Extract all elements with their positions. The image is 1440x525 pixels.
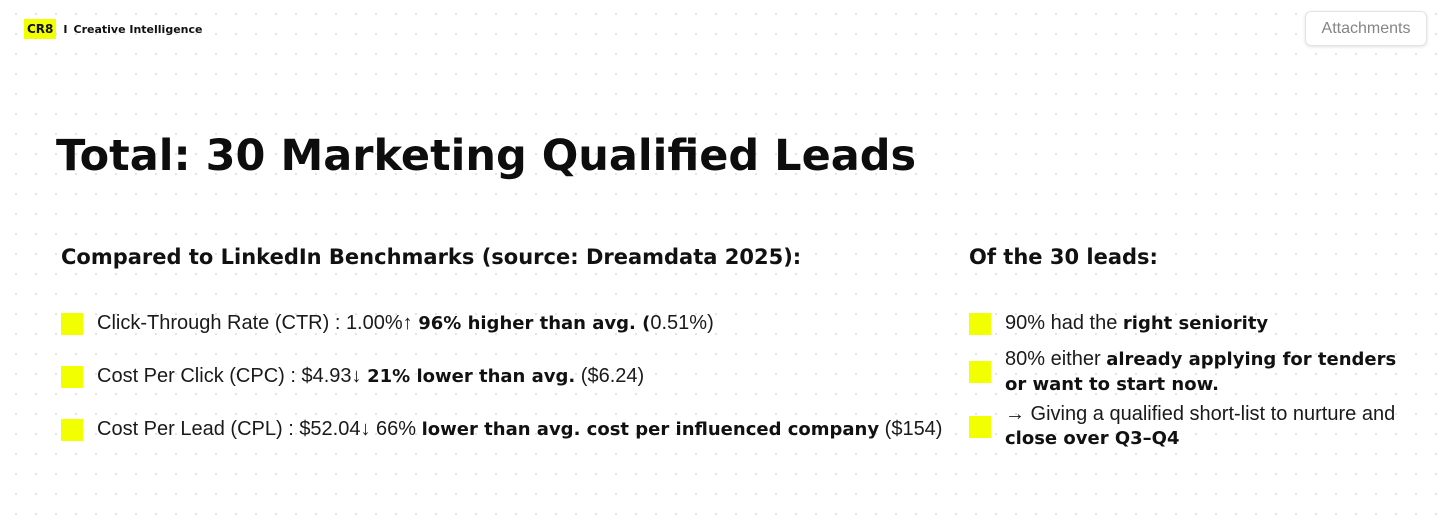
cpc-bullet: Cost Per Click (CPC) : $4.93↓ 21% lower … <box>61 364 644 389</box>
benchmark-value: 0.51%) <box>650 312 714 334</box>
ctr-text: Click-Through Rate (CTR) : 1.00%↑ 96% hi… <box>97 312 714 334</box>
logo-badge: CR8 <box>24 19 57 39</box>
arrow-down-icon: ↓ <box>360 418 371 440</box>
comparison-highlight: 21% lower than avg. <box>367 366 576 387</box>
metric-value: 1.00% <box>345 312 403 334</box>
bullet-square <box>969 415 991 438</box>
arrow-down-icon: ↓ <box>351 365 362 387</box>
comparison-highlight: lower than avg. cost per influenced comp… <box>421 419 880 440</box>
metric-label: Click-Through Rate (CTR) <box>97 312 330 334</box>
bullet-square <box>969 312 991 335</box>
benchmark-value: ($6.24) <box>580 365 645 387</box>
metric-value: $4.93 <box>301 365 352 387</box>
arrow-up-icon: ↑ <box>402 312 413 334</box>
benchmarks-heading: Compared to LinkedIn Benchmarks (source:… <box>61 245 802 269</box>
page-title: Total: 30 Marketing Qualified Leads <box>56 131 917 181</box>
comparison-percent: 66% <box>376 418 417 440</box>
attachments-button[interactable]: Attachments <box>1305 11 1427 46</box>
tenders-text: 80% either already applying for tenders … <box>1005 347 1405 397</box>
comparison-highlight: 96% higher than avg. ( <box>418 313 651 334</box>
metric-label: Cost Per Lead (CPL) <box>97 418 283 440</box>
leads-heading: Of the 30 leads: <box>969 245 1158 269</box>
cpc-text: Cost Per Click (CPC) : $4.93↓ 21% lower … <box>97 365 645 387</box>
shortlist-bullet: → Giving a qualified short-list to nurtu… <box>969 402 1409 451</box>
bullet-square <box>969 361 991 383</box>
bullet-prefix: → Giving a qualified short-list to nurtu… <box>1005 403 1396 425</box>
seniority-text: 90% had the right seniority <box>1005 311 1405 336</box>
bullet-square <box>61 312 83 335</box>
logo-text: Creative Intelligence <box>73 22 203 36</box>
ctr-bullet: Click-Through Rate (CTR) : 1.00%↑ 96% hi… <box>61 311 714 336</box>
shortlist-text: → Giving a qualified short-list to nurtu… <box>1005 402 1405 451</box>
bullet-highlight: right seniority <box>1122 313 1269 334</box>
bullet-square <box>61 418 83 441</box>
seniority-bullet: 90% had the right seniority <box>969 311 1409 336</box>
bullet-highlight: already applying for tenders or want to … <box>1005 349 1397 395</box>
bullet-prefix: 80% either <box>1005 348 1101 370</box>
cpl-text: Cost Per Lead (CPL) : $52.04↓ 66% lower … <box>97 418 943 440</box>
bullet-highlight: close over Q3–Q4 <box>1005 428 1180 449</box>
benchmark-value: ($154) <box>884 418 943 440</box>
metric-label: Cost Per Click (CPC) <box>97 365 285 387</box>
brand-logo: CR8 I Creative Intelligence <box>24 19 202 39</box>
cpl-bullet: Cost Per Lead (CPL) : $52.04↓ 66% lower … <box>61 417 942 442</box>
bullet-square <box>61 365 83 388</box>
logo-separator: I <box>63 22 68 36</box>
tenders-bullet: 80% either already applying for tenders … <box>969 347 1409 397</box>
bullet-prefix: 90% had the <box>1005 312 1118 334</box>
metric-value: $52.04 <box>299 418 361 440</box>
